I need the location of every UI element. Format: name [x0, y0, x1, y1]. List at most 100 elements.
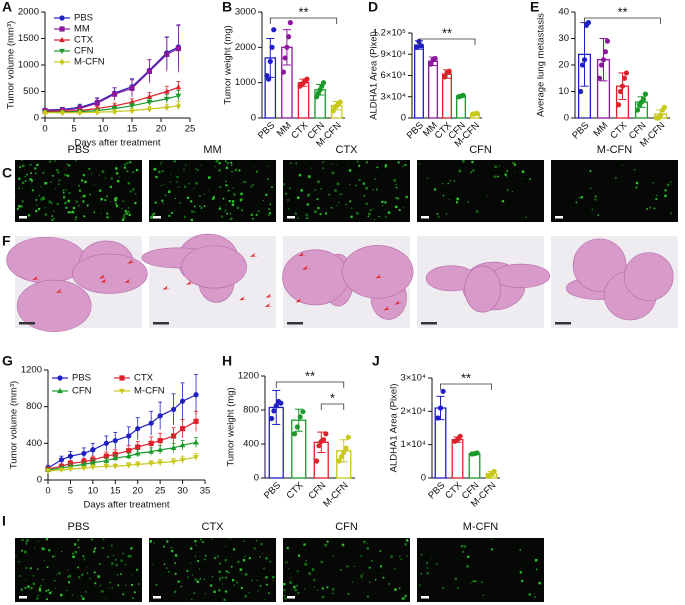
legend-marker	[59, 15, 65, 21]
speck	[534, 558, 538, 562]
speck	[99, 584, 101, 587]
speck	[43, 171, 45, 173]
speck	[100, 197, 103, 201]
speck	[272, 580, 274, 581]
speck	[204, 558, 206, 561]
speck	[498, 165, 500, 167]
y-tick-label: 0	[37, 475, 42, 486]
speck	[183, 168, 185, 171]
speck	[36, 568, 39, 570]
speck	[179, 186, 181, 188]
speck	[138, 583, 140, 585]
speck	[151, 213, 155, 217]
speck	[666, 183, 670, 187]
data-point	[617, 88, 624, 95]
speck	[40, 185, 42, 187]
data-point	[343, 445, 349, 451]
speck	[73, 543, 77, 546]
speck	[30, 587, 33, 589]
marker	[157, 460, 164, 466]
speck	[384, 165, 387, 168]
speck	[252, 217, 254, 220]
legend-label: PBS	[72, 373, 91, 384]
marker	[163, 96, 170, 103]
speck	[200, 207, 203, 209]
speck	[241, 573, 243, 574]
data-point	[634, 107, 641, 113]
speck	[44, 207, 46, 209]
speck	[18, 177, 21, 180]
speck	[538, 581, 541, 585]
data-point	[323, 431, 329, 437]
speck	[257, 210, 260, 213]
speck	[116, 179, 120, 183]
speck	[360, 575, 363, 578]
speck	[308, 175, 311, 178]
speck	[114, 199, 117, 202]
speck	[218, 207, 221, 210]
marker	[112, 108, 118, 116]
arrow	[124, 278, 133, 283]
speck	[398, 587, 401, 589]
micrograph	[282, 236, 414, 328]
speck	[621, 164, 624, 166]
speck	[356, 173, 358, 175]
scale-bar	[287, 216, 295, 219]
marker	[129, 85, 135, 91]
image-bg	[149, 538, 276, 602]
speck	[594, 198, 597, 201]
speck	[635, 181, 639, 185]
speck	[121, 218, 125, 221]
speck	[669, 181, 672, 183]
speck	[222, 197, 225, 200]
x-tick-label: PBS	[570, 120, 591, 141]
speck	[115, 204, 119, 208]
speck	[253, 547, 256, 550]
image-label: CTX	[336, 144, 359, 156]
data-point	[336, 458, 342, 464]
speck	[236, 581, 239, 584]
speck	[221, 577, 223, 579]
x-tick-label: CTX	[284, 480, 306, 502]
speck	[442, 194, 445, 197]
speck	[171, 549, 174, 553]
speck	[321, 587, 324, 590]
speck	[230, 161, 233, 164]
data-point	[267, 58, 273, 65]
y-tick-label: 10	[558, 86, 569, 97]
speck	[266, 178, 269, 180]
arrow	[394, 300, 403, 305]
speck	[224, 160, 227, 163]
marker	[126, 433, 132, 439]
speck	[214, 165, 216, 168]
speck	[83, 558, 86, 561]
speck	[184, 185, 187, 188]
speck	[29, 178, 32, 181]
marker	[103, 453, 109, 459]
speck	[53, 579, 56, 582]
bar	[456, 95, 466, 119]
y-tick-label: 0	[254, 473, 259, 484]
marker	[90, 447, 96, 453]
data-point	[435, 415, 441, 421]
speck	[291, 588, 293, 590]
speck	[153, 212, 156, 215]
speck	[462, 550, 464, 553]
speck	[218, 562, 221, 565]
marker	[81, 461, 87, 467]
speck	[225, 545, 227, 547]
speck	[45, 538, 49, 541]
speck	[372, 188, 374, 191]
data-point	[320, 80, 327, 86]
speck	[347, 593, 350, 596]
speck	[289, 162, 292, 165]
y-tick-label: 1.2×10⁵	[373, 28, 406, 39]
speck	[107, 556, 109, 558]
speck	[53, 218, 55, 220]
speck	[304, 563, 308, 566]
data-point	[579, 62, 586, 68]
x-tick-label: 35	[200, 486, 211, 497]
speck	[46, 598, 48, 601]
panel-letter: B	[222, 0, 232, 15]
